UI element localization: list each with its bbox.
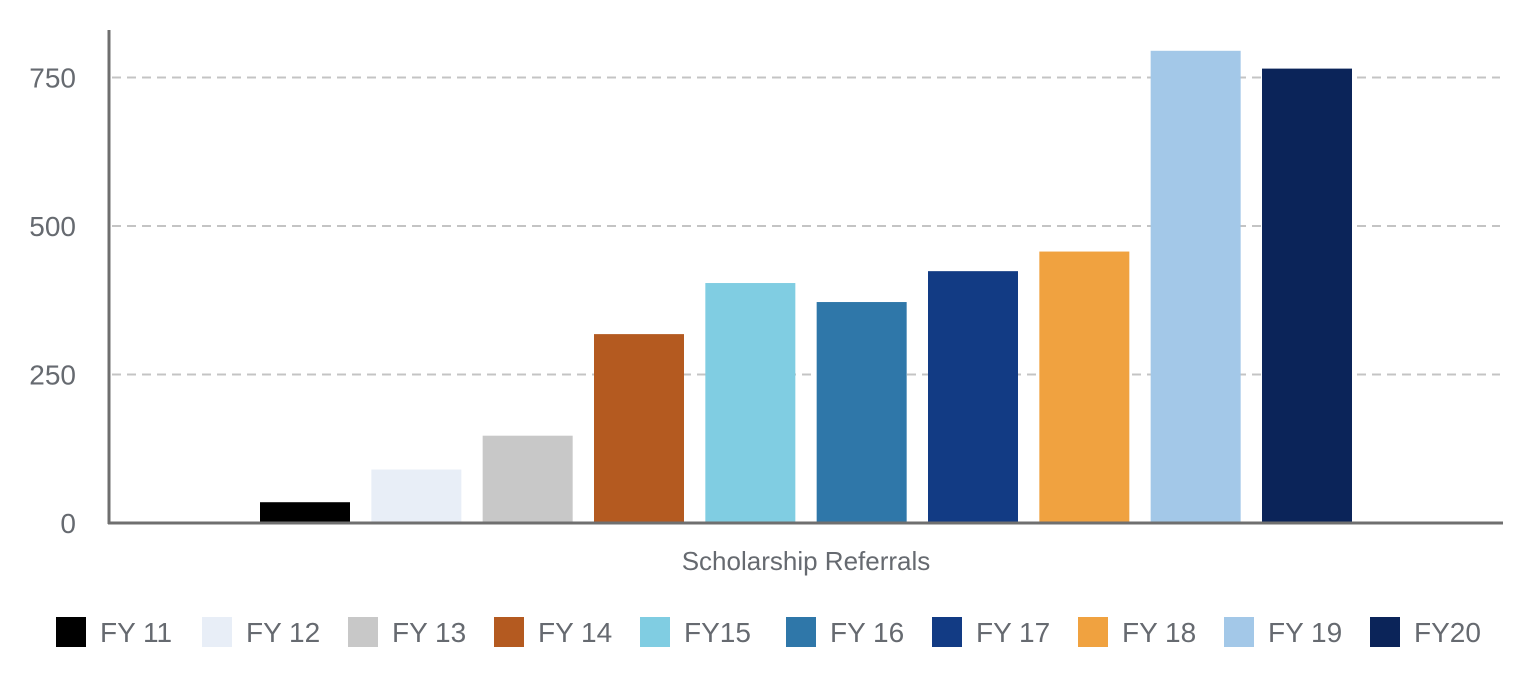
legend-item: FY 14 (494, 617, 612, 648)
bar-fy12 (371, 469, 462, 523)
y-tick-label: 250 (29, 360, 76, 391)
legend-label: FY 19 (1268, 617, 1342, 648)
bar-fy11 (260, 502, 350, 523)
legend-swatch (494, 617, 524, 647)
y-axis-ticks: 0 250 500 750 (29, 63, 76, 539)
legend-item: FY 12 (202, 617, 320, 648)
y-tick-label: 750 (29, 63, 76, 94)
legend-swatch (202, 617, 232, 647)
legend-label: FY 12 (246, 617, 320, 648)
bar-fy13 (482, 435, 573, 523)
legend-item: FY 19 (1224, 617, 1342, 648)
bar-fy19 (1150, 50, 1241, 524)
legend-swatch (348, 617, 378, 647)
x-axis-label: Scholarship Referrals (682, 546, 931, 576)
bar-fy14 (594, 334, 684, 523)
axes (107, 30, 1503, 525)
legend-label: FY15 (684, 617, 751, 648)
bar-fy18 (1039, 251, 1130, 523)
legend-label: FY 13 (392, 617, 466, 648)
bar-fy16 (816, 302, 907, 523)
legend-label: FY 17 (976, 617, 1050, 648)
bar-fy15 (705, 283, 796, 523)
bars (260, 50, 1352, 524)
legend-item: FY 17 (932, 617, 1050, 648)
legend-swatch (640, 617, 670, 647)
y-tick-label: 0 (60, 508, 76, 539)
bar-fy17 (928, 271, 1018, 523)
legend-label: FY20 (1414, 617, 1481, 648)
legend-swatch (1078, 617, 1108, 647)
legend-item: FY 16 (786, 617, 904, 648)
y-tick-label: 500 (29, 211, 76, 242)
legend-item: FY15 (640, 617, 751, 648)
legend-label: FY 11 (100, 617, 172, 648)
legend-label: FY 16 (830, 617, 904, 648)
legend-swatch (932, 617, 962, 647)
bar-fy20 (1262, 68, 1352, 524)
legend-item: FY 18 (1078, 617, 1196, 648)
legend-swatch (1370, 617, 1400, 647)
legend-item: FY 11 (56, 617, 172, 648)
legend-label: FY 14 (538, 617, 612, 648)
legend-item: FY20 (1370, 617, 1481, 648)
legend-swatch (56, 617, 86, 647)
legend-item: FY 13 (348, 617, 466, 648)
legend: FY 11 FY 12 FY 13 FY 14 FY15 FY 16 FY 17 FY 18 F… (56, 617, 1481, 648)
legend-swatch (786, 617, 816, 647)
legend-swatch (1224, 617, 1254, 647)
legend-label: FY 18 (1122, 617, 1196, 648)
